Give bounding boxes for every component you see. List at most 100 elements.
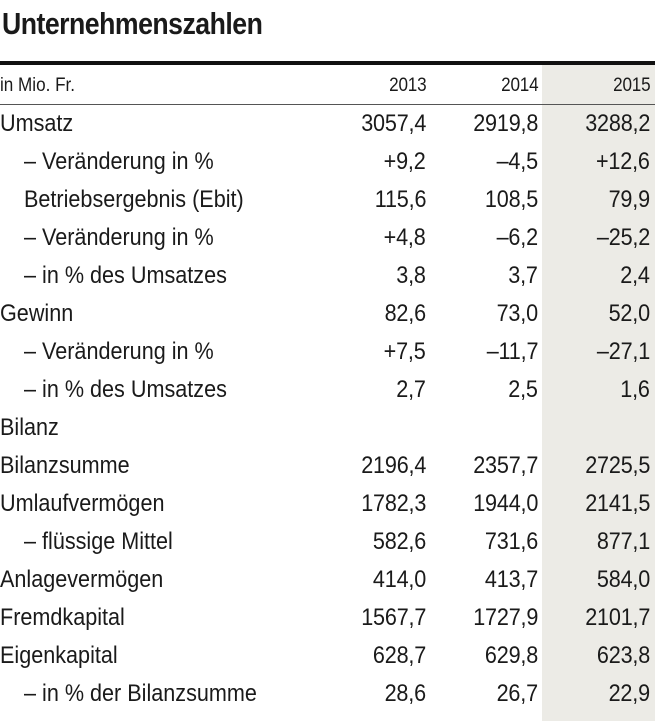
- row-label: Umsatz: [0, 105, 330, 143]
- value-cell: –25,2: [546, 219, 650, 257]
- value-cell: 108,5: [430, 181, 538, 219]
- value-cell: +12,6: [546, 143, 650, 181]
- row-label: – flüssige Mittel: [0, 523, 330, 561]
- row-label-text: – in % der Bilanzsumme: [24, 680, 257, 707]
- table-row: Eigenkapital 628,7 629,8 623,8: [0, 637, 655, 675]
- title-divider: [0, 61, 655, 65]
- value-cell: 628,7: [330, 637, 426, 675]
- table-row: – in % der Bilanzsumme 28,6 26,7 22,9: [0, 675, 655, 713]
- value-cell: –27,1: [546, 333, 650, 371]
- value-cell: 28,6: [330, 675, 427, 713]
- value-text: –25,2: [596, 224, 650, 251]
- highlighted-year-column: [542, 65, 655, 721]
- row-label: – in % des Umsatzes: [0, 371, 330, 409]
- table-row: – in % des Umsatzes 3,8 3,7 2,4: [0, 257, 655, 295]
- value-cell: 2,7: [330, 371, 427, 409]
- value-cell: –6,2: [430, 219, 539, 257]
- table-row: – Veränderung in % +4,8 –6,2 –25,2: [0, 219, 655, 257]
- value-cell: 731,6: [430, 523, 538, 561]
- value-text: 628,7: [372, 642, 426, 669]
- value-text: 108,5: [484, 186, 538, 213]
- row-label-text: – Veränderung in %: [24, 148, 214, 175]
- value-cell: 3288,2: [546, 105, 650, 143]
- value-cell: 629,8: [430, 637, 538, 675]
- value-text: 584,0: [596, 566, 650, 593]
- value-text: –27,1: [596, 338, 650, 365]
- table-row: Bilanz: [0, 409, 655, 447]
- value-cell: [330, 409, 426, 447]
- value-text: 3057,4: [361, 110, 426, 137]
- value-text: +7,5: [384, 338, 426, 365]
- row-label: – Veränderung in %: [0, 143, 330, 181]
- value-cell: 584,0: [546, 561, 650, 599]
- value-text: 413,7: [484, 566, 538, 593]
- value-text: +9,2: [384, 148, 426, 175]
- value-text: 2101,7: [585, 604, 650, 631]
- value-cell: 2,4: [546, 257, 651, 295]
- value-text: 3288,2: [585, 110, 650, 137]
- value-cell: 79,9: [546, 181, 651, 219]
- row-label-text: – Veränderung in %: [24, 224, 214, 251]
- table-row: Betriebsergebnis (Ebit) 115,6 108,5 79,9: [0, 181, 655, 219]
- value-text: 2141,5: [585, 490, 650, 517]
- table-row: – flüssige Mittel 582,6 731,6 877,1: [0, 523, 655, 561]
- value-cell: 1567,7: [330, 599, 426, 637]
- year-header-text: 2013: [388, 75, 427, 96]
- row-label: – Veränderung in %: [0, 333, 330, 371]
- value-text: 28,6: [384, 680, 427, 707]
- header-divider: [0, 104, 655, 105]
- value-cell: [430, 409, 538, 447]
- row-label-text: Fremdkapital: [0, 604, 125, 631]
- row-label: Fremdkapital: [0, 599, 330, 637]
- table-row: Gewinn 82,6 73,0 52,0: [0, 295, 655, 333]
- value-cell: 2725,5: [546, 447, 650, 485]
- row-label: – Veränderung in %: [0, 219, 330, 257]
- value-cell: 115,6: [330, 181, 426, 219]
- value-cell: [546, 409, 650, 447]
- value-text: 731,6: [484, 528, 538, 555]
- value-text: 877,1: [596, 528, 650, 555]
- value-cell: 1782,3: [330, 485, 426, 523]
- value-cell: 2919,8: [430, 105, 538, 143]
- row-label-text: – in % des Umsatzes: [24, 376, 227, 403]
- value-text: 2357,7: [473, 452, 538, 479]
- unit-label: in Mio. Fr.: [0, 68, 330, 104]
- value-text: 82,6: [384, 300, 427, 327]
- row-label-text: Gewinn: [0, 300, 74, 327]
- year-header-text: 2015: [612, 75, 651, 96]
- value-cell: 26,7: [430, 675, 539, 713]
- row-label: – in % des Umsatzes: [0, 257, 330, 295]
- row-label: Anlagevermögen: [0, 561, 330, 599]
- table-row: – Veränderung in % +9,2 –4,5 +12,6: [0, 143, 655, 181]
- value-cell: 413,7: [430, 561, 538, 599]
- row-label: – in % der Bilanzsumme: [0, 675, 330, 713]
- value-text: 1,6: [620, 376, 651, 403]
- row-label-text: Umsatz: [0, 110, 74, 137]
- row-label-text: – Veränderung in %: [24, 338, 214, 365]
- value-cell: 3057,4: [330, 105, 426, 143]
- value-cell: 2101,7: [546, 599, 650, 637]
- value-text: 1727,9: [473, 604, 538, 631]
- value-text: 1944,0: [473, 490, 538, 517]
- value-cell: 1,6: [546, 371, 651, 409]
- value-text: 79,9: [608, 186, 651, 213]
- row-label-text: Anlagevermögen: [0, 566, 164, 593]
- value-text: 2919,8: [473, 110, 538, 137]
- row-label: Betriebsergebnis (Ebit): [0, 181, 330, 219]
- value-text: 2196,4: [361, 452, 426, 479]
- row-label: Umlaufvermögen: [0, 485, 330, 523]
- value-cell: 582,6: [330, 523, 426, 561]
- row-label: Bilanz: [0, 409, 330, 447]
- row-label: Eigenkapital: [0, 637, 330, 675]
- value-text: 1782,3: [361, 490, 426, 517]
- row-label: Gewinn: [0, 295, 330, 333]
- table-row: – in % des Umsatzes 2,7 2,5 1,6: [0, 371, 655, 409]
- year-header-2014: 2014: [430, 68, 539, 104]
- row-label-text: Betriebsergebnis (Ebit): [24, 186, 244, 213]
- value-text: 1567,7: [361, 604, 426, 631]
- value-text: –6,2: [496, 224, 539, 251]
- value-text: 2,4: [620, 262, 651, 289]
- table-title: Unternehmenszahlen: [2, 6, 263, 41]
- unit-label-text: in Mio. Fr.: [0, 75, 76, 96]
- value-text: 3,8: [396, 262, 427, 289]
